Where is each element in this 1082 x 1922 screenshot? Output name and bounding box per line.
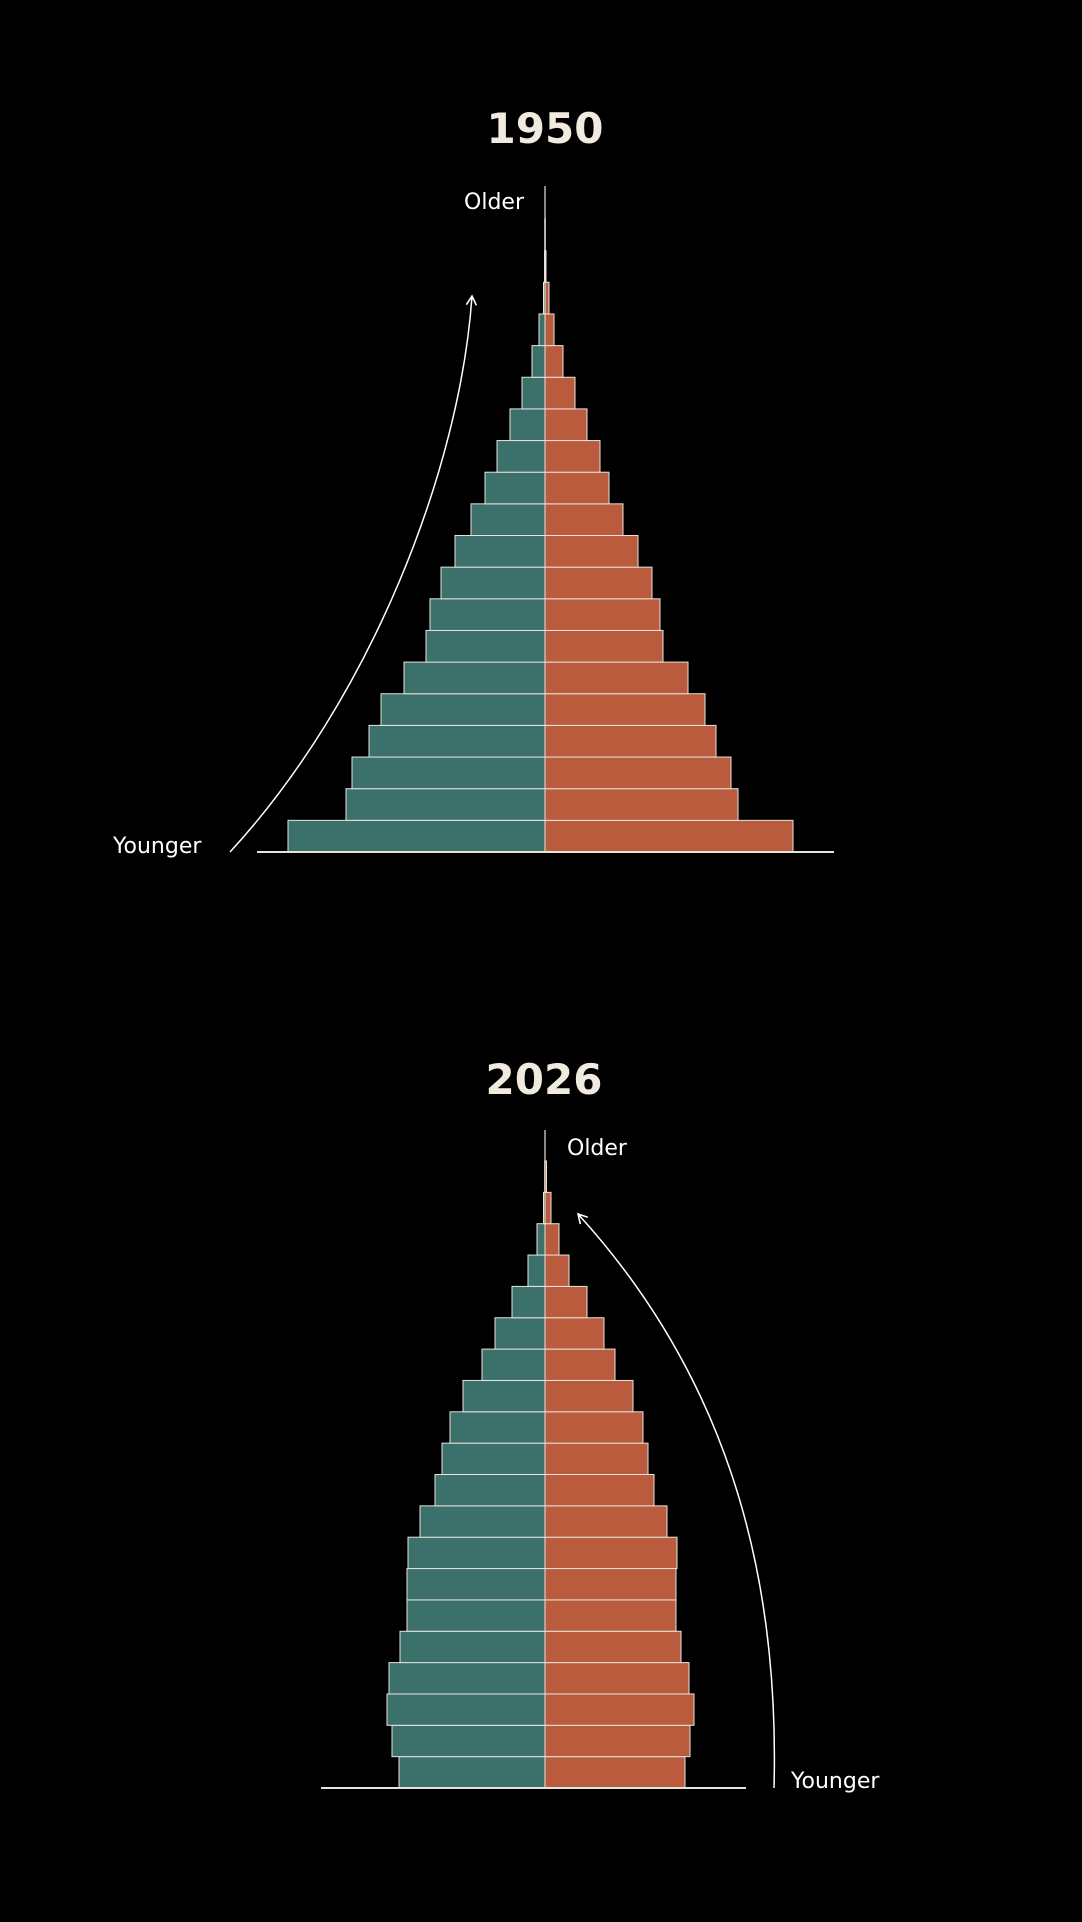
bar-1950-right-9 xyxy=(544,535,639,568)
bar-2026-right-11 xyxy=(544,1411,644,1444)
bar-2026-left-0 xyxy=(398,1756,546,1789)
bar-2026-left-6 xyxy=(406,1568,546,1601)
bar-2026-right-17 xyxy=(544,1223,560,1256)
bar-2026-left-16 xyxy=(527,1254,546,1287)
bar-1950-right-15 xyxy=(544,345,564,378)
bar-1950-right-6 xyxy=(544,629,664,663)
bars-1950 xyxy=(287,218,794,853)
bar-2026-left-10 xyxy=(441,1442,546,1476)
bar-1950-right-16 xyxy=(544,313,555,347)
bar-1950-left-10 xyxy=(470,503,546,537)
bar-2026-left-4 xyxy=(399,1630,546,1664)
bar-1950-left-7 xyxy=(429,598,546,631)
bar-1950-right-2 xyxy=(544,756,732,790)
younger-label-2026: Younger xyxy=(790,1769,880,1794)
bar-2026-left-7 xyxy=(407,1536,546,1570)
bar-1950-right-5 xyxy=(544,661,689,695)
bar-1950-right-3 xyxy=(544,724,717,758)
bar-2026-left-14 xyxy=(494,1317,546,1350)
bar-1950-right-18 xyxy=(544,250,547,283)
bar-2026-right-0 xyxy=(544,1756,686,1789)
bar-2026-right-4 xyxy=(544,1630,682,1664)
bar-2026-right-10 xyxy=(544,1442,649,1476)
bar-2026-right-16 xyxy=(544,1254,570,1287)
bar-2026-right-19 xyxy=(544,1160,547,1193)
bar-2026-right-7 xyxy=(544,1536,678,1570)
bar-1950-left-0 xyxy=(287,819,546,853)
bar-2026-right-18 xyxy=(544,1191,552,1225)
bar-2026-left-8 xyxy=(419,1505,546,1538)
bar-1950-left-16 xyxy=(538,313,546,347)
bar-2026-left-3 xyxy=(388,1662,546,1695)
bar-2026-left-17 xyxy=(536,1223,546,1256)
bar-1950-right-1 xyxy=(544,788,739,821)
bar-1950-left-4 xyxy=(380,693,546,726)
bar-1950-right-0 xyxy=(544,819,794,853)
bar-1950-right-13 xyxy=(544,408,588,442)
bar-2026-right-6 xyxy=(544,1568,677,1601)
bar-1950-left-15 xyxy=(531,345,546,378)
bar-2026-left-12 xyxy=(462,1379,546,1413)
bar-2026-left-1 xyxy=(391,1724,546,1758)
bar-2026-left-15 xyxy=(511,1285,546,1319)
bar-1950-right-4 xyxy=(544,693,706,726)
bar-2026-right-1 xyxy=(544,1724,691,1758)
younger-label-1950: Younger xyxy=(112,834,202,859)
bar-1950-left-3 xyxy=(368,724,546,758)
bar-2026-right-8 xyxy=(544,1505,668,1538)
bar-1950-left-11 xyxy=(484,471,546,505)
bar-2026-left-9 xyxy=(434,1474,546,1507)
bar-2026-left-5 xyxy=(406,1599,546,1632)
bar-2026-right-2 xyxy=(544,1693,695,1726)
bars-2026 xyxy=(386,1160,695,1789)
bar-1950-left-12 xyxy=(496,440,546,473)
bar-2026-right-13 xyxy=(544,1348,616,1381)
bar-2026-right-15 xyxy=(544,1285,588,1319)
bar-2026-right-14 xyxy=(544,1317,605,1350)
bar-1950-right-14 xyxy=(544,376,576,410)
bar-1950-right-8 xyxy=(544,566,653,600)
chart-title-2026: 2026 xyxy=(486,1055,603,1104)
older-label-1950: Older xyxy=(464,190,525,215)
bar-1950-left-14 xyxy=(521,376,546,410)
older-label-2026: Older xyxy=(567,1136,628,1161)
age-direction-arrow-2026 xyxy=(576,1212,776,1789)
bar-1950-right-17 xyxy=(544,281,550,315)
bar-1950-left-2 xyxy=(351,756,546,790)
bar-1950-left-5 xyxy=(403,661,546,695)
pyramid-2026: 2026 Older Younger xyxy=(321,1055,880,1794)
bar-1950-left-1 xyxy=(345,788,546,821)
bar-2026-right-9 xyxy=(544,1474,655,1507)
pyramid-1950: 1950 Older Younger xyxy=(112,104,834,859)
chart-title-1950: 1950 xyxy=(487,104,604,153)
bar-2026-left-2 xyxy=(386,1693,546,1726)
bar-1950-right-7 xyxy=(544,598,661,631)
bar-1950-right-12 xyxy=(544,440,601,473)
bar-1950-right-11 xyxy=(544,471,610,505)
bar-2026-right-3 xyxy=(544,1662,690,1695)
bar-2026-right-5 xyxy=(544,1599,677,1632)
bar-1950-left-8 xyxy=(440,566,546,600)
bar-2026-right-12 xyxy=(544,1379,634,1413)
bar-1950-right-10 xyxy=(544,503,624,537)
bar-1950-left-13 xyxy=(509,408,546,442)
bar-1950-left-6 xyxy=(425,629,546,663)
age-direction-arrow-1950 xyxy=(229,294,478,853)
bar-1950-left-9 xyxy=(454,535,546,568)
bar-2026-left-11 xyxy=(449,1411,546,1444)
bar-2026-left-13 xyxy=(481,1348,546,1381)
